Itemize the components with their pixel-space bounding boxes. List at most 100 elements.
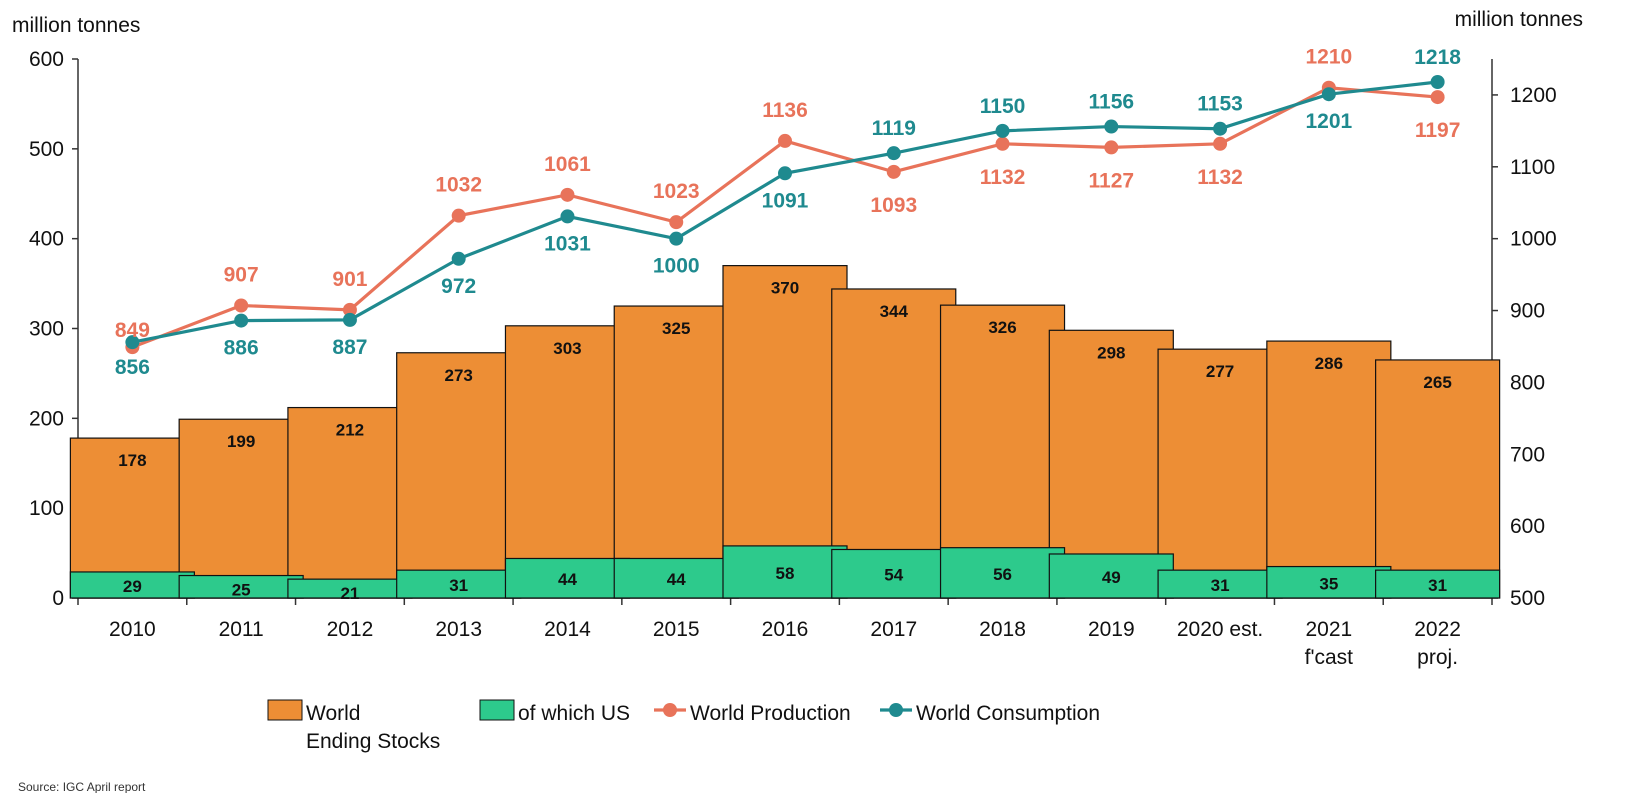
- legend-label: World Ending Stocks: [306, 702, 440, 753]
- label-world-production: 1023: [653, 180, 700, 203]
- legend-label: World Consumption: [916, 702, 1100, 725]
- bar-label-us-stocks: 31: [1211, 576, 1230, 595]
- left-tick-label: 600: [29, 48, 64, 71]
- label-world-production: 901: [332, 268, 367, 291]
- x-tick-label: 2020 est.: [1177, 618, 1263, 641]
- x-tick-label: 2013: [435, 618, 482, 641]
- bar-label-us-stocks: 31: [449, 576, 468, 595]
- bar-world-ending-stocks: [178, 418, 304, 599]
- label-world-production: 907: [224, 264, 259, 287]
- point-world-consumption: [669, 231, 684, 246]
- point-world-consumption: [1104, 119, 1119, 134]
- left-tick-label: 0: [52, 587, 64, 610]
- point-world-consumption: [1213, 121, 1228, 136]
- bar-label-us-stocks: 49: [1102, 568, 1121, 587]
- bar-label-world-stocks: 273: [445, 366, 473, 385]
- right-tick-label: 700: [1510, 443, 1545, 466]
- point-world-production: [342, 302, 357, 317]
- x-tick-label: 2018: [979, 618, 1026, 641]
- label-world-consumption: 1156: [1089, 91, 1135, 114]
- x-tick-label: 2015: [653, 618, 700, 641]
- left-tick-label: 500: [29, 138, 64, 161]
- right-tick-label: 600: [1510, 515, 1545, 538]
- bar-label-world-stocks: 303: [553, 339, 581, 358]
- label-world-production: 1127: [1089, 169, 1135, 192]
- bar-label-us-stocks: 25: [232, 581, 251, 600]
- point-world-consumption: [342, 312, 357, 327]
- bar-label-us-stocks: 54: [884, 566, 903, 585]
- label-world-production: 1093: [870, 194, 917, 217]
- legend-label: of which US: [518, 702, 630, 725]
- label-world-consumption: 887: [332, 336, 367, 359]
- legend-swatch: [479, 699, 515, 721]
- label-world-consumption: 1091: [762, 189, 809, 212]
- bar-label-world-stocks: 199: [227, 432, 255, 451]
- label-world-production: 1132: [980, 166, 1026, 189]
- bar-label-world-stocks: 325: [662, 319, 690, 338]
- right-tick-label: 900: [1510, 300, 1545, 323]
- bar-label-us-stocks: 21: [340, 584, 359, 603]
- right-tick-label: 1200: [1510, 84, 1557, 107]
- bar-label-us-stocks: 35: [1319, 574, 1338, 593]
- label-world-consumption: 886: [224, 337, 259, 360]
- label-world-production: 1210: [1305, 46, 1352, 69]
- bar-us-stocks: [1048, 553, 1174, 599]
- bar-label-world-stocks: 286: [1315, 354, 1343, 373]
- legend-marker: [889, 703, 903, 717]
- bar-label-us-stocks: 44: [558, 570, 577, 589]
- bar-world-ending-stocks: [613, 305, 739, 599]
- point-world-consumption: [995, 123, 1010, 138]
- bar-label-world-stocks: 326: [988, 318, 1016, 337]
- bar-label-us-stocks: 44: [667, 570, 686, 589]
- bar-label-world-stocks: 370: [771, 279, 799, 298]
- legend-swatch: [267, 699, 303, 721]
- label-world-consumption: 1150: [980, 95, 1026, 118]
- point-world-consumption: [778, 166, 792, 181]
- x-tick-label: 2021 f'cast: [1305, 618, 1354, 669]
- bar-label-world-stocks: 212: [336, 421, 364, 440]
- point-world-consumption: [560, 209, 575, 224]
- point-world-consumption: [1430, 74, 1445, 89]
- bar-world-ending-stocks: [396, 352, 522, 599]
- point-world-production: [560, 187, 575, 202]
- label-world-production: 1032: [435, 174, 482, 197]
- label-world-consumption: 972: [441, 275, 476, 298]
- label-world-consumption: 1000: [653, 255, 700, 278]
- bar-world-ending-stocks: [831, 288, 957, 599]
- bar-world-ending-stocks: [722, 265, 848, 599]
- bar-us-stocks: [1157, 569, 1283, 599]
- point-world-production: [234, 298, 249, 313]
- point-world-production: [451, 208, 466, 223]
- bar-us-stocks: [69, 571, 195, 599]
- label-world-production: 1132: [1197, 166, 1243, 189]
- x-tick-label: 2019: [1088, 618, 1135, 641]
- label-world-consumption: 1031: [544, 232, 591, 255]
- right-tick-label: 1000: [1510, 228, 1557, 251]
- x-tick-label: 2010: [109, 618, 156, 641]
- right-tick-label: 500: [1510, 587, 1545, 610]
- left-tick-label: 100: [29, 497, 64, 520]
- bar-us-stocks: [939, 547, 1066, 599]
- bar-us-stocks: [396, 569, 522, 599]
- point-world-production: [995, 136, 1010, 151]
- right-tick-label: 1100: [1510, 156, 1555, 179]
- point-world-production: [778, 133, 792, 148]
- label-world-consumption: 1119: [872, 117, 916, 140]
- axes: 0 100 200 300 400 500 600 500 600 700 800 900 1000 11…: [29, 48, 1557, 669]
- source-note: Source: IGC April report: [18, 780, 146, 793]
- data-labels: 178 199 212 273 303 325 370 344 326 298 277 286 265 2…: [115, 46, 1461, 603]
- label-world-consumption: 1201: [1305, 110, 1352, 133]
- point-world-consumption: [451, 251, 466, 266]
- label-world-production: 1136: [762, 99, 808, 122]
- bar-world-ending-stocks: [1157, 348, 1283, 599]
- point-world-production: [1213, 136, 1228, 151]
- label-world-production: 1197: [1415, 119, 1461, 142]
- x-tick-label: 2011: [219, 618, 264, 641]
- legend-label: World Production: [690, 702, 851, 725]
- x-tick-label: 2012: [327, 618, 374, 641]
- bar-label-world-stocks: 298: [1097, 343, 1125, 362]
- legend: World Ending Stocks of which US World Produ…: [267, 699, 1100, 753]
- point-world-production: [1104, 140, 1119, 155]
- point-world-consumption: [125, 335, 140, 350]
- x-tick-label: 2022 proj.: [1414, 618, 1461, 669]
